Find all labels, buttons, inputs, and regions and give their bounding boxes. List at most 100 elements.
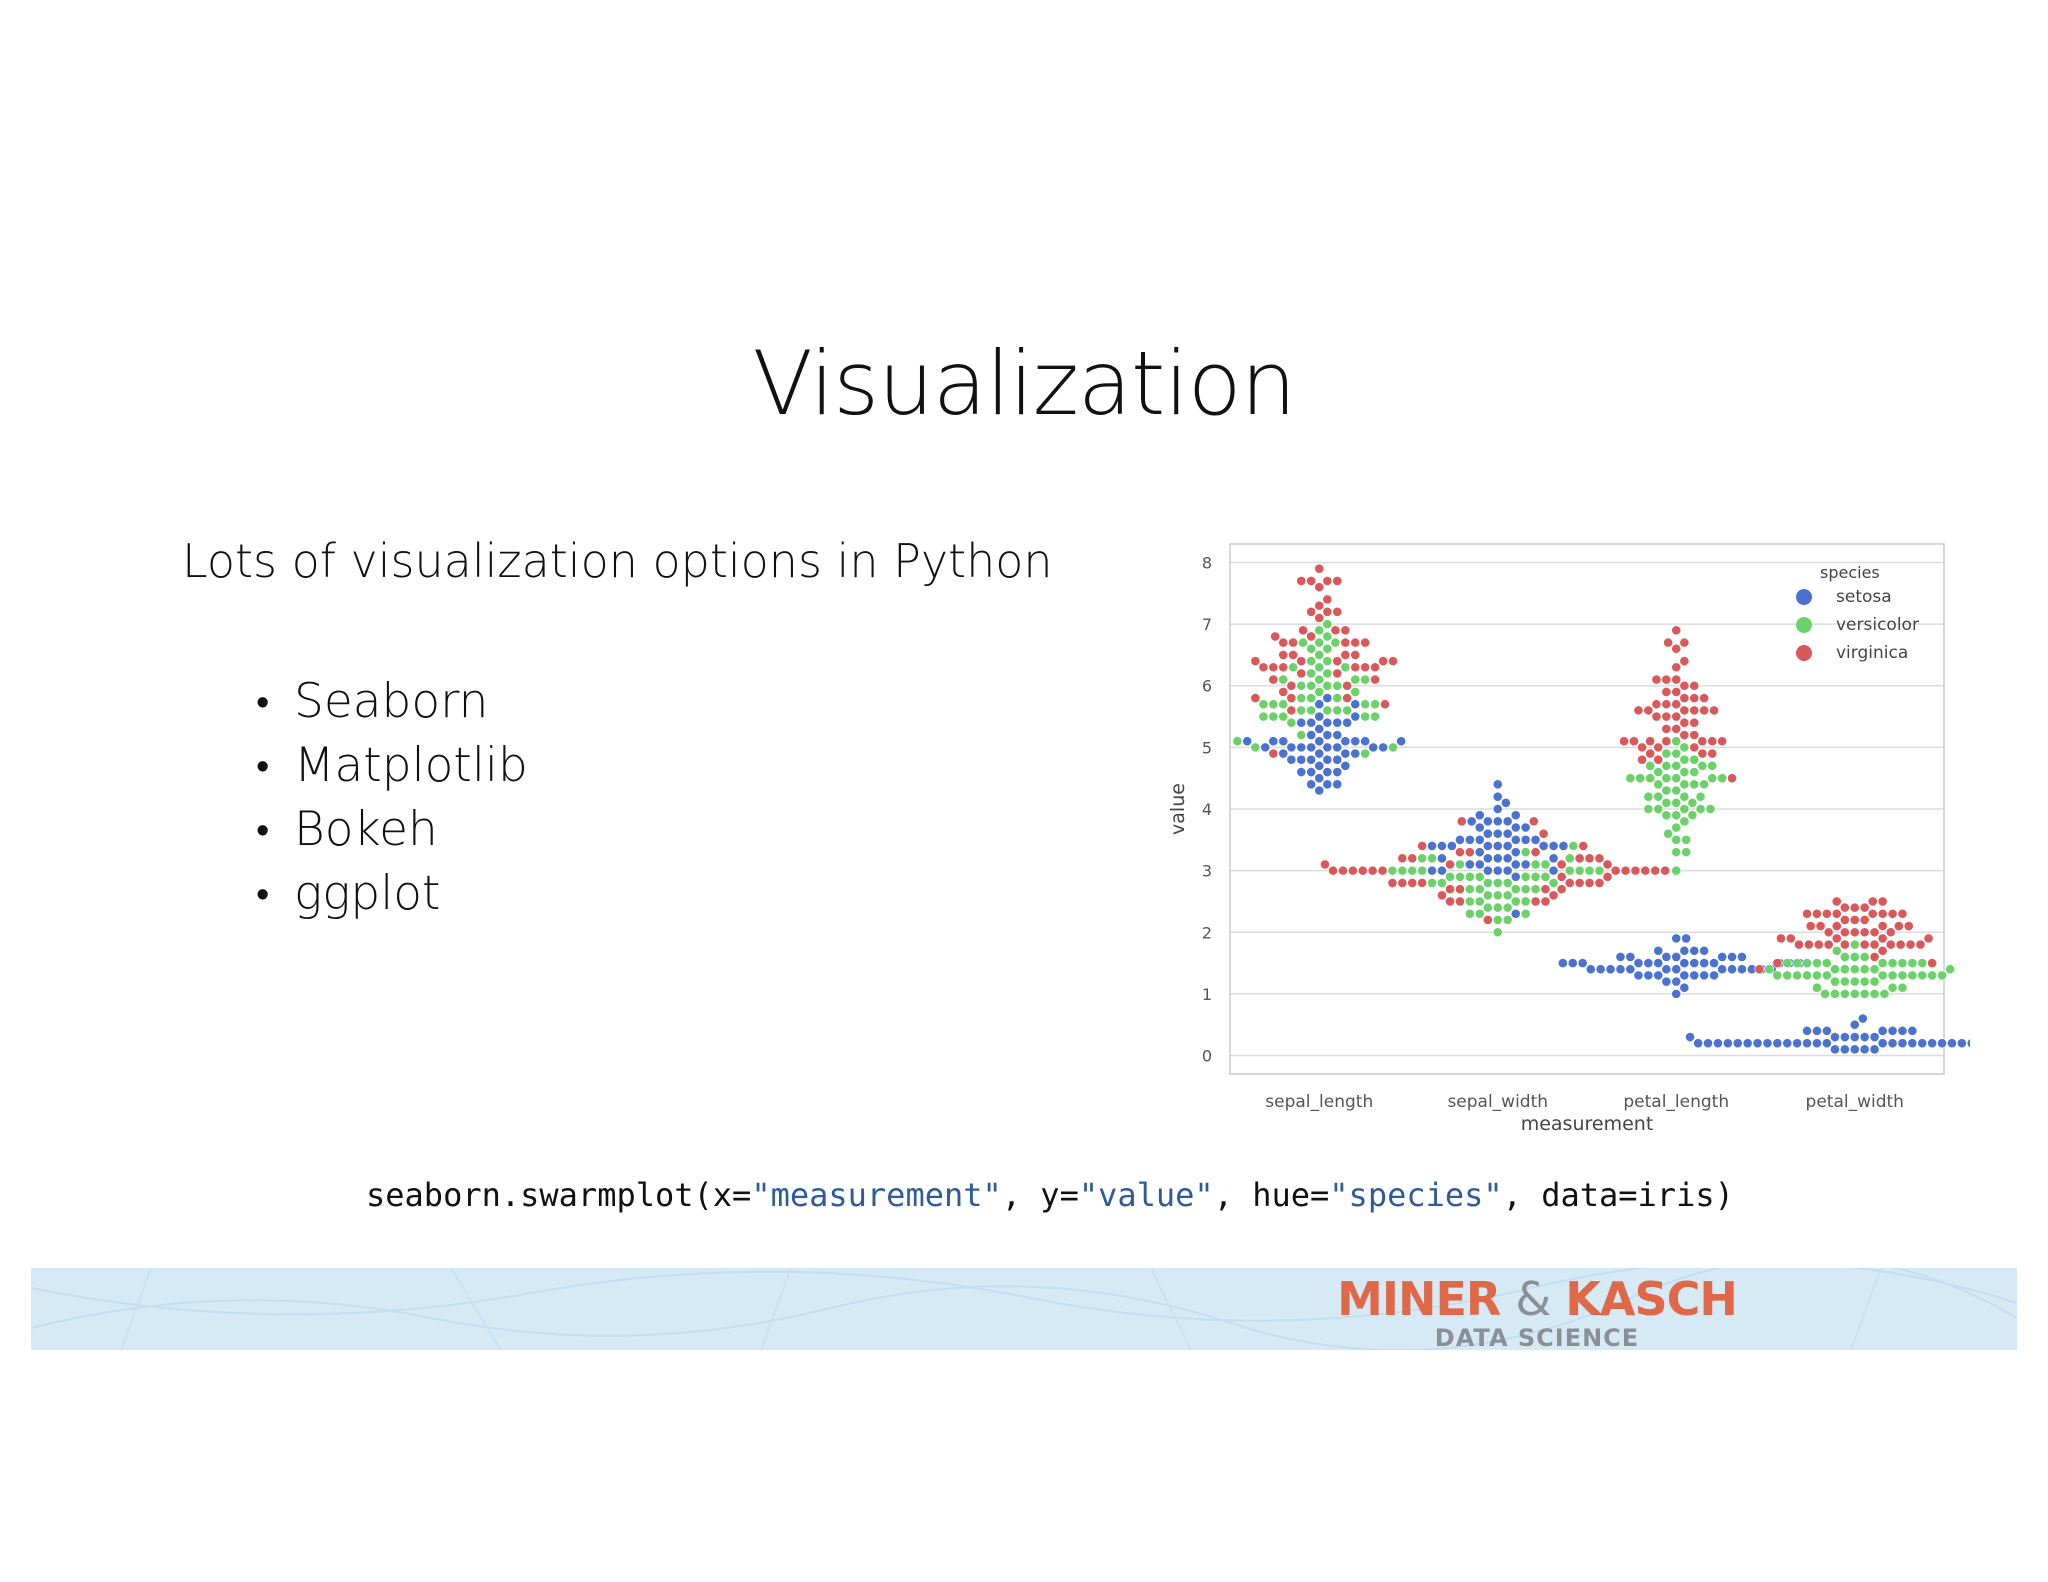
swarm-point-setosa (1314, 760, 1325, 771)
swarm-point-virginica (1671, 699, 1682, 710)
swarm-point-setosa (1502, 841, 1513, 851)
swarm-point-virginica (1653, 754, 1664, 765)
swarm-point-setosa (1732, 1038, 1743, 1049)
swarm-point-virginica (1377, 865, 1388, 876)
swarm-point-virginica (1347, 865, 1358, 876)
swarm-point-setosa (1661, 964, 1672, 975)
swarm-point-setosa (1427, 865, 1437, 876)
swarm-point-setosa (1709, 970, 1719, 981)
swarm-point-virginica (1288, 650, 1299, 660)
swarm-point-virginica (1314, 613, 1325, 623)
code-string-token: "measurement" (751, 1176, 1002, 1214)
swarm-point-virginica (1322, 576, 1333, 586)
swarm-point-virginica (1794, 939, 1804, 950)
swarm-point-setosa (1350, 748, 1361, 759)
swarm-point-virginica (1338, 865, 1348, 876)
swarm-point-setosa (1538, 841, 1549, 851)
swarm-point-virginica (1370, 674, 1380, 685)
swarm-point-versicolor (1643, 804, 1654, 814)
brand-name-left: MINER (1337, 1272, 1501, 1326)
swarm-point-setosa (1679, 958, 1690, 968)
swarm-point-versicolor (1764, 964, 1775, 975)
swarm-point-virginica (1689, 680, 1700, 691)
swarm-point-virginica (1893, 921, 1904, 931)
swarm-point-setosa (1679, 982, 1690, 993)
swarm-point-virginica (1689, 730, 1700, 740)
swarm-point-versicolor (1907, 958, 1918, 968)
swarm-point-setosa (1877, 1038, 1888, 1049)
swarm-point-virginica (1397, 853, 1408, 864)
swarm-point-virginica (1923, 933, 1934, 944)
swarm-point-virginica (1839, 927, 1850, 938)
swarm-point-virginica (1885, 927, 1896, 938)
swarm-point-virginica (1679, 680, 1690, 691)
swarm-point-versicolor (1879, 988, 1890, 999)
swarm-point-versicolor (1653, 779, 1664, 790)
swarm-point-setosa (1510, 847, 1521, 858)
swarm-point-virginica (1671, 662, 1682, 673)
swarm-point-setosa (1242, 736, 1253, 747)
swarm-point-setosa (1661, 976, 1672, 987)
swarm-point-virginica (1288, 637, 1299, 648)
swarm-point-versicolor (1564, 865, 1575, 876)
swarm-point-virginica (1859, 927, 1870, 938)
swarm-point-virginica (1812, 908, 1822, 919)
swarm-point-versicolor (1314, 650, 1325, 660)
swarm-point-virginica (1671, 643, 1682, 654)
swarm-point-setosa (1314, 785, 1325, 796)
swarm-point-versicolor (1314, 625, 1325, 636)
swarm-point-setosa (1278, 748, 1289, 759)
swarm-point-virginica (1849, 915, 1860, 925)
swarm-point-virginica (1445, 859, 1455, 870)
swarm-point-versicolor (1510, 896, 1521, 907)
swarm-point-setosa (1782, 1038, 1793, 1049)
swarm-point-versicolor (1520, 896, 1531, 907)
swarm-point-versicolor (1314, 662, 1325, 673)
swarm-point-setosa (1492, 841, 1503, 851)
swarm-point-setosa (1510, 871, 1521, 882)
y-axis-label: value (1167, 783, 1189, 835)
swarm-point-setosa (1510, 822, 1521, 833)
swarm-point-versicolor (1322, 643, 1333, 654)
swarm-point-virginica (1397, 878, 1408, 888)
swarm-point-setosa (1685, 1032, 1695, 1042)
legend-label-virginica: virginica (1836, 643, 1908, 663)
swarm-point-virginica (1258, 662, 1269, 673)
swarm-point-setosa (1322, 754, 1333, 765)
swarm-point-virginica (1859, 939, 1870, 950)
swarm-point-virginica (1455, 884, 1465, 895)
swarm-point-setosa (1378, 742, 1389, 753)
swarm-point-setosa (1699, 970, 1710, 981)
swarm-point-versicolor (1671, 865, 1682, 876)
swarm-point-versicolor (1897, 970, 1908, 981)
swarm-point-setosa (1502, 853, 1513, 864)
code-token: , y= (1001, 1176, 1079, 1214)
swarm-point-versicolor (1812, 958, 1822, 968)
swarm-point-versicolor (1437, 878, 1447, 888)
swarm-point-versicolor (1679, 779, 1690, 790)
swarm-point-setosa (1633, 958, 1644, 968)
swarm-point-virginica (1754, 964, 1765, 975)
brand-ampersand: & (1515, 1272, 1551, 1326)
swarm-point-virginica (1877, 908, 1888, 919)
swarm-point-virginica (1286, 680, 1297, 691)
swarm-point-virginica (1803, 939, 1814, 950)
swarm-point-virginica (1367, 865, 1378, 876)
swarm-point-setosa (1703, 1038, 1713, 1049)
swarm-point-virginica (1645, 736, 1656, 747)
swarm-point-virginica (1637, 742, 1647, 753)
swarm-point-virginica (1602, 871, 1613, 882)
swarm-point-virginica (1699, 693, 1710, 703)
swarm-point-setosa (1679, 945, 1690, 956)
swarm-point-virginica (1772, 958, 1783, 968)
swarm-point-versicolor (1707, 773, 1718, 784)
swarm-point-versicolor (1314, 637, 1325, 648)
swarm-point-virginica (1556, 871, 1567, 882)
legend-marker-versicolor (1796, 617, 1812, 633)
swarm-point-setosa (1278, 736, 1289, 747)
swarm-point-setosa (1455, 834, 1465, 845)
swarm-point-virginica (1679, 656, 1690, 666)
swarm-point-versicolor (1332, 705, 1343, 716)
swarm-point-versicolor (1474, 908, 1485, 919)
swarm-point-virginica (1306, 576, 1317, 586)
